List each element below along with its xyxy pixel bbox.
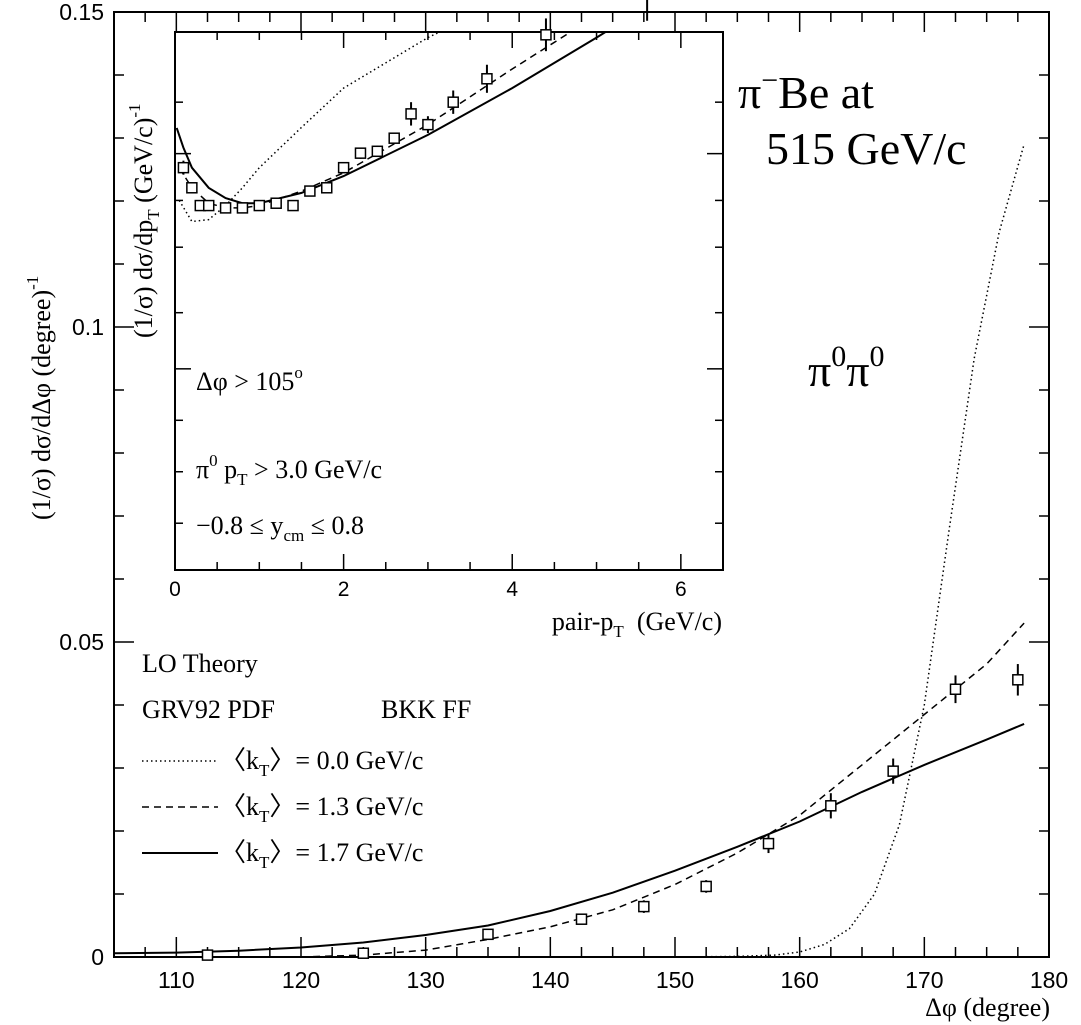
x-tick-label: 150 <box>656 967 694 993</box>
data-point-marker <box>575 913 588 925</box>
legend-entry-dashed: 〈kT〉= 1.3 GeV/c <box>220 792 423 826</box>
main-x-axis-label: Δφ (degree) <box>925 993 1050 1022</box>
inset-data-point-marker <box>371 145 384 158</box>
data-point-marker <box>1012 674 1024 686</box>
inset-data-points <box>177 0 649 214</box>
inset-data-point-marker <box>304 185 316 197</box>
inset-data-point-marker <box>287 199 299 212</box>
inset-plot-frame <box>174 31 724 571</box>
data-point-marker <box>638 900 650 913</box>
final-state-annotation: π0π0 <box>808 340 884 396</box>
inset-cut-ycm: −0.8 ≤ ycm ≤ 0.8 <box>196 511 364 545</box>
data-point-marker <box>825 800 837 812</box>
data-point-marker <box>357 947 370 959</box>
y-tick-label: 0 <box>91 944 104 970</box>
x-tick-label: 120 <box>282 967 320 993</box>
data-point-marker <box>762 837 775 850</box>
data-point-marker <box>700 880 712 893</box>
inset-panel: 0 2 4 6 (1/σ) dσ/dpT (GeV/c)-1 pair-pT (GeV… <box>125 0 724 641</box>
inset-theory-curve-dotted <box>178 32 442 223</box>
inset-data-point-marker <box>540 29 552 41</box>
inset-ticks <box>174 32 724 570</box>
inset-x-axis-label: pair-pT (GeV/c) <box>552 607 722 641</box>
data-point-marker <box>949 683 962 695</box>
main-tick-labels: 110 120 130 140 150 160 170 180 0 0.05 0.1 0.15 <box>59 0 1068 993</box>
y-tick-label: 0.05 <box>59 629 104 655</box>
beam-annotation: π−Be at <box>738 64 874 118</box>
inset-data-point-marker <box>202 199 215 212</box>
inset-data-point-marker <box>405 108 417 120</box>
inset-data-point-marker <box>253 199 266 212</box>
inset-x-tick-label: 2 <box>338 578 350 601</box>
inset-data-point-marker <box>236 202 249 214</box>
inset-data-point-marker <box>447 96 459 108</box>
x-tick-label: 110 <box>158 967 195 993</box>
energy-annotation: 515 GeV/c <box>766 123 967 174</box>
y-tick-label: 0.15 <box>59 0 104 25</box>
inset-data-point-marker <box>481 73 493 85</box>
inset-data-point-marker <box>422 118 434 131</box>
inset-data-point-marker <box>388 132 400 144</box>
inset-data-point-marker <box>337 161 350 174</box>
inset-data-point-marker <box>270 197 282 209</box>
x-tick-label: 160 <box>780 967 818 993</box>
inset-data-point-marker <box>219 202 232 214</box>
theory-curve-dotted <box>674 144 1025 958</box>
inset-x-tick-label: 6 <box>675 578 687 601</box>
theory-curve-dashed <box>300 622 1025 958</box>
inset-data-point-marker <box>354 147 367 159</box>
legend-entry-dotted: 〈kT〉= 0.0 GeV/c <box>220 746 423 780</box>
inset-data-point-marker <box>321 182 333 194</box>
x-tick-label: 170 <box>905 967 943 993</box>
legend: LO Theory GRV92 PDF BKK FF 〈kT〉= 0.0 GeV… <box>142 649 471 872</box>
main-panel: 110 120 130 140 150 160 170 180 0 0.05 0.1 0.15 (1/… <box>23 0 1068 1022</box>
inset-cut-pt: π0 pT > 3.0 GeV/c <box>196 451 382 489</box>
data-point-marker <box>887 765 899 777</box>
main-y-axis-label: (1/σ) dσ/dΔφ (degree)-1 <box>23 276 56 520</box>
main-data-points <box>201 664 1024 961</box>
legend-title: LO Theory <box>142 649 258 678</box>
inset-x-tick-label: 0 <box>169 578 181 601</box>
x-tick-label: 130 <box>406 967 444 993</box>
inset-data-point-marker <box>186 182 198 194</box>
data-point-marker <box>201 949 214 961</box>
y-tick-label: 0.1 <box>72 314 104 340</box>
data-point-marker <box>482 928 494 941</box>
inset-tick-labels: 0 2 4 6 <box>169 578 687 601</box>
inset-data-point-marker <box>177 161 190 174</box>
legend-ff: BKK FF <box>381 695 471 724</box>
x-tick-label: 140 <box>531 967 569 993</box>
legend-pdf: GRV92 PDF <box>142 695 275 724</box>
x-tick-label: 180 <box>1030 967 1068 993</box>
inset-y-axis-label: (1/σ) dσ/dpT (GeV/c)-1 <box>125 103 163 338</box>
inset-cut-dphi: Δφ > 105o <box>196 363 303 396</box>
legend-entry-solid: 〈kT〉= 1.7 GeV/c <box>220 838 423 872</box>
inset-x-tick-label: 4 <box>506 578 518 601</box>
